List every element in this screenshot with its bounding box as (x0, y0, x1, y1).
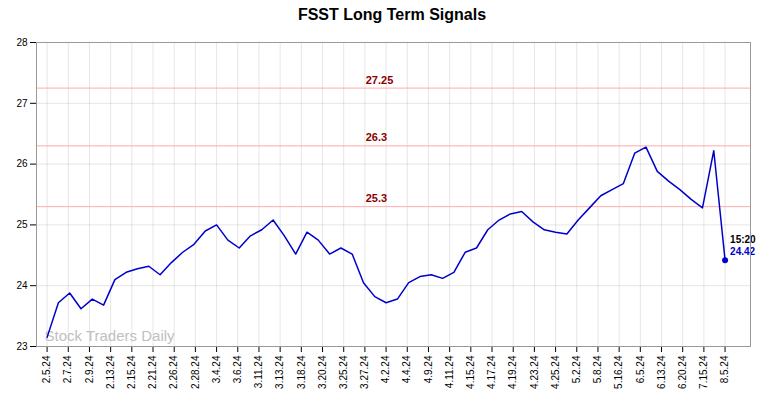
svg-text:27: 27 (16, 98, 28, 109)
svg-text:4.11.24: 4.11.24 (444, 355, 455, 388)
svg-text:24.42: 24.42 (730, 246, 755, 257)
svg-text:15:20: 15:20 (730, 234, 756, 245)
svg-text:2.5.24: 2.5.24 (41, 355, 52, 383)
svg-text:2.13.24: 2.13.24 (105, 355, 116, 389)
svg-text:4.25.24: 4.25.24 (550, 355, 561, 389)
svg-text:2.28.24: 2.28.24 (190, 355, 201, 389)
svg-text:5.16.24: 5.16.24 (613, 355, 624, 389)
svg-text:25.3: 25.3 (366, 192, 387, 204)
svg-text:7.15.24: 7.15.24 (698, 355, 709, 389)
svg-text:3.11.24: 3.11.24 (253, 355, 264, 388)
svg-text:24: 24 (16, 280, 28, 291)
svg-text:6.20.24: 6.20.24 (677, 355, 688, 389)
svg-text:28: 28 (16, 37, 28, 48)
svg-text:27.25: 27.25 (366, 74, 394, 86)
svg-text:3.25.24: 3.25.24 (338, 355, 349, 389)
svg-text:3.6.24: 3.6.24 (232, 355, 243, 383)
svg-text:5.2.24: 5.2.24 (571, 355, 582, 383)
svg-text:4.23.24: 4.23.24 (529, 355, 540, 389)
svg-text:2.15.24: 2.15.24 (126, 355, 137, 389)
svg-text:4.9.24: 4.9.24 (423, 355, 434, 383)
svg-text:3.13.24: 3.13.24 (274, 355, 285, 389)
svg-text:26: 26 (16, 158, 28, 169)
svg-text:3.18.24: 3.18.24 (296, 355, 307, 389)
svg-text:6.13.24: 6.13.24 (656, 355, 667, 389)
svg-text:4.17.24: 4.17.24 (486, 355, 497, 389)
svg-text:Stock Traders Daily: Stock Traders Daily (45, 327, 176, 344)
svg-text:2.7.24: 2.7.24 (62, 355, 73, 383)
svg-text:4.15.24: 4.15.24 (465, 355, 476, 389)
svg-text:8.5.24: 8.5.24 (719, 355, 730, 383)
html-text:FSST Long Term Signals: FSST Long Term Signals (297, 6, 487, 23)
svg-text:3.27.24: 3.27.24 (359, 355, 370, 389)
svg-text:23: 23 (16, 341, 28, 352)
svg-text:4.4.24: 4.4.24 (401, 355, 412, 383)
svg-text:6.5.24: 6.5.24 (635, 355, 646, 383)
svg-text:3.4.24: 3.4.24 (211, 355, 222, 383)
svg-text:4.19.24: 4.19.24 (507, 355, 518, 389)
svg-text:2.21.24: 2.21.24 (147, 355, 158, 389)
svg-text:25: 25 (16, 219, 28, 230)
svg-text:2.9.24: 2.9.24 (84, 355, 95, 383)
svg-text:3.20.24: 3.20.24 (317, 355, 328, 389)
svg-text:4.2.24: 4.2.24 (380, 355, 391, 383)
svg-text:26.3: 26.3 (366, 131, 387, 143)
svg-text:5.8.24: 5.8.24 (592, 355, 603, 383)
svg-text:2.26.24: 2.26.24 (168, 355, 179, 389)
